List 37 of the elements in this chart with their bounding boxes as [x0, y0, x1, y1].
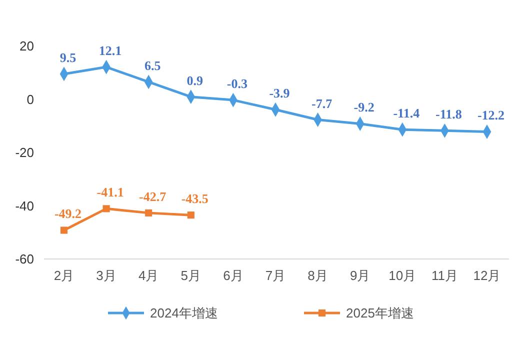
- y-tick-label: -40: [15, 198, 34, 214]
- data-label: 9.5: [60, 50, 77, 65]
- y-tick-label: 0: [26, 92, 34, 107]
- x-tick-label: 8月: [308, 268, 328, 283]
- x-tick-label: 3月: [96, 268, 116, 283]
- y-tick-label: -60: [15, 252, 34, 267]
- data-label: -43.5: [181, 191, 209, 206]
- x-tick-label: 5月: [180, 268, 202, 283]
- y-tick-label: 20: [20, 38, 34, 54]
- x-tick-label: 2月: [54, 268, 74, 283]
- legend-label: 2024年增速: [150, 306, 218, 321]
- data-label: -12.2: [477, 108, 505, 123]
- data-label: -11.4: [393, 106, 420, 121]
- data-label: -42.7: [139, 188, 167, 204]
- data-label: -9.2: [354, 100, 374, 115]
- data-label: -3.9: [269, 86, 290, 101]
- x-tick-label: 10月: [388, 268, 416, 283]
- data-label: 6.5: [144, 58, 162, 73]
- point: [187, 212, 194, 219]
- data-label: -7.7: [312, 96, 333, 111]
- data-label: -11.8: [436, 106, 462, 122]
- x-tick-label: 12月: [473, 268, 501, 283]
- data-label: -49.2: [54, 206, 82, 222]
- x-tick-label: 9月: [350, 268, 370, 283]
- point: [60, 226, 68, 234]
- y-tick-label: -20: [15, 145, 34, 160]
- point: [102, 205, 110, 212]
- data-label: 12.1: [98, 43, 122, 58]
- legend-label: 2025年增速: [346, 306, 414, 321]
- x-tick-label: 11月: [431, 268, 458, 283]
- point: [145, 209, 152, 216]
- x-tick-label: 6月: [223, 268, 244, 283]
- data-label: 0.9: [186, 72, 204, 88]
- data-label: -41.1: [96, 184, 124, 200]
- data-label: -0.3: [226, 76, 248, 92]
- x-tick-label: 7月: [265, 268, 286, 283]
- x-tick-label: 4月: [138, 268, 159, 283]
